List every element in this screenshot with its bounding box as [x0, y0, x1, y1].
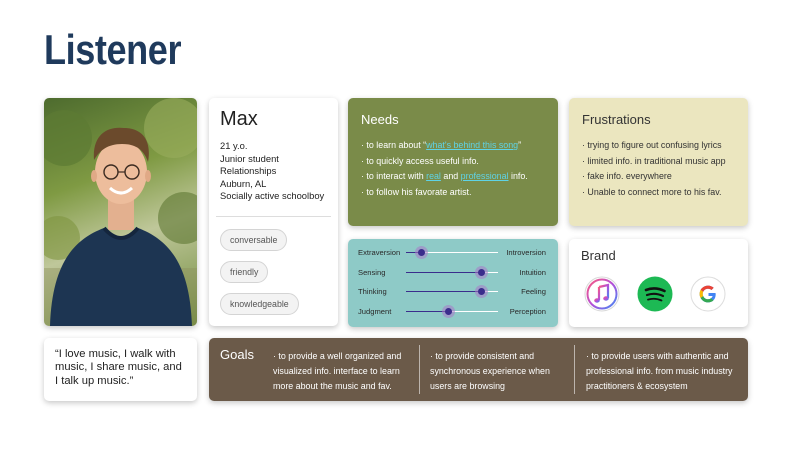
trait-slider-track[interactable] [406, 305, 498, 318]
goals-title: Goals [220, 347, 254, 362]
goal-item: · to provide consistent and synchronous … [430, 351, 550, 391]
persona-quote: “I love music, I walk with music, I shar… [44, 338, 197, 401]
trait-tag: friendly [220, 260, 269, 283]
needs-text: info. [508, 171, 528, 181]
goal-item: · to provide a well organized and visual… [273, 351, 402, 391]
persona-description: Socially active schoolboy [220, 190, 325, 202]
trait-slider-knob[interactable] [444, 308, 452, 315]
persona-status: Relationships [220, 165, 277, 177]
needs-item: · to learn about “what's behind this son… [361, 138, 545, 154]
needs-card: Needs · to learn about “what's behind th… [348, 98, 558, 226]
person-illustration [44, 98, 197, 326]
trait-slider-track[interactable] [406, 265, 498, 279]
trait-tag: conversable [220, 228, 288, 251]
needs-text: · to interact with [361, 171, 427, 181]
persona-info: 21 y.o. Junior student Relationships Aub… [220, 140, 327, 203]
trait-slider-knob[interactable] [418, 249, 426, 256]
needs-item: · to follow his favorate artist. [361, 186, 472, 197]
frustration-item: · Unable to connect more to his fav. [582, 186, 722, 197]
needs-title: Needs [361, 112, 399, 127]
brand-title: Brand [581, 248, 616, 263]
goals-divider [419, 345, 420, 394]
trait-slider-row: Extraversion Introversion [348, 245, 558, 261]
trait-left-label: Thinking [358, 287, 387, 296]
needs-link[interactable]: what's behind this song [426, 140, 519, 150]
frustration-item: · fake info. everywhere [582, 171, 672, 181]
goals-divider [574, 345, 575, 394]
persona-occupation: Junior student [220, 152, 279, 164]
goals-card: Goals · to provide a well organized and … [209, 338, 748, 401]
persona-name: Max [220, 108, 258, 130]
persona-photo [44, 98, 197, 326]
trait-slider-fill [406, 252, 422, 254]
google-icon [690, 276, 726, 312]
page-title: Listener [44, 26, 182, 73]
trait-slider-row: Thinking Feeling [348, 284, 558, 300]
personality-card: Extraversion Introversion Sensing Intuit… [348, 239, 558, 327]
trait-slider-row: Sensing Intuition [348, 265, 558, 281]
trait-right-label: Introversion [506, 248, 546, 257]
frustrations-title: Frustrations [582, 112, 651, 127]
trait-left-label: Judgment [358, 307, 392, 316]
needs-link[interactable]: professional [460, 171, 509, 181]
needs-item: · to interact with real and professional… [361, 169, 545, 185]
trait-right-label: Perception [509, 307, 546, 316]
brand-card: Brand [569, 239, 748, 327]
trait-left-label: Sensing [358, 267, 386, 277]
trait-left-label: Extraversion [358, 248, 401, 257]
trait-slider-track[interactable] [406, 246, 498, 259]
frustrations-card: Frustrations · trying to figure out conf… [569, 98, 748, 226]
trait-slider-track[interactable] [406, 285, 498, 298]
needs-text: · to learn about “ [361, 140, 427, 150]
trait-slider-fill [406, 311, 449, 313]
trait-tag: knowledgeable [220, 292, 299, 315]
trait-slider-fill [406, 291, 482, 293]
trait-slider-fill [406, 271, 482, 273]
trait-right-label: Feeling [521, 287, 546, 296]
itunes-icon [584, 276, 620, 312]
goal-item: · to provide users with authentic and pr… [586, 351, 733, 391]
trait-slider-knob[interactable] [477, 288, 485, 295]
trait-slider-row: Judgment Perception [348, 304, 558, 320]
profile-card: Max 21 y.o. Junior student Relationships… [209, 98, 338, 326]
persona-location: Auburn, AL [220, 177, 267, 189]
trait-right-label: Intuition [519, 267, 546, 277]
needs-text: ” [518, 140, 522, 150]
spotify-icon [637, 276, 673, 312]
needs-text: and [440, 171, 461, 181]
needs-item: · to quickly access useful info. [361, 155, 479, 166]
persona-age: 21 y.o. [220, 140, 248, 151]
frustration-item: · trying to figure out confusing lyrics [582, 140, 722, 150]
profile-divider [216, 215, 331, 217]
trait-slider-knob[interactable] [477, 268, 485, 276]
frustration-item: · limited info. in traditional music app [582, 155, 726, 166]
needs-link[interactable]: real [426, 171, 441, 181]
